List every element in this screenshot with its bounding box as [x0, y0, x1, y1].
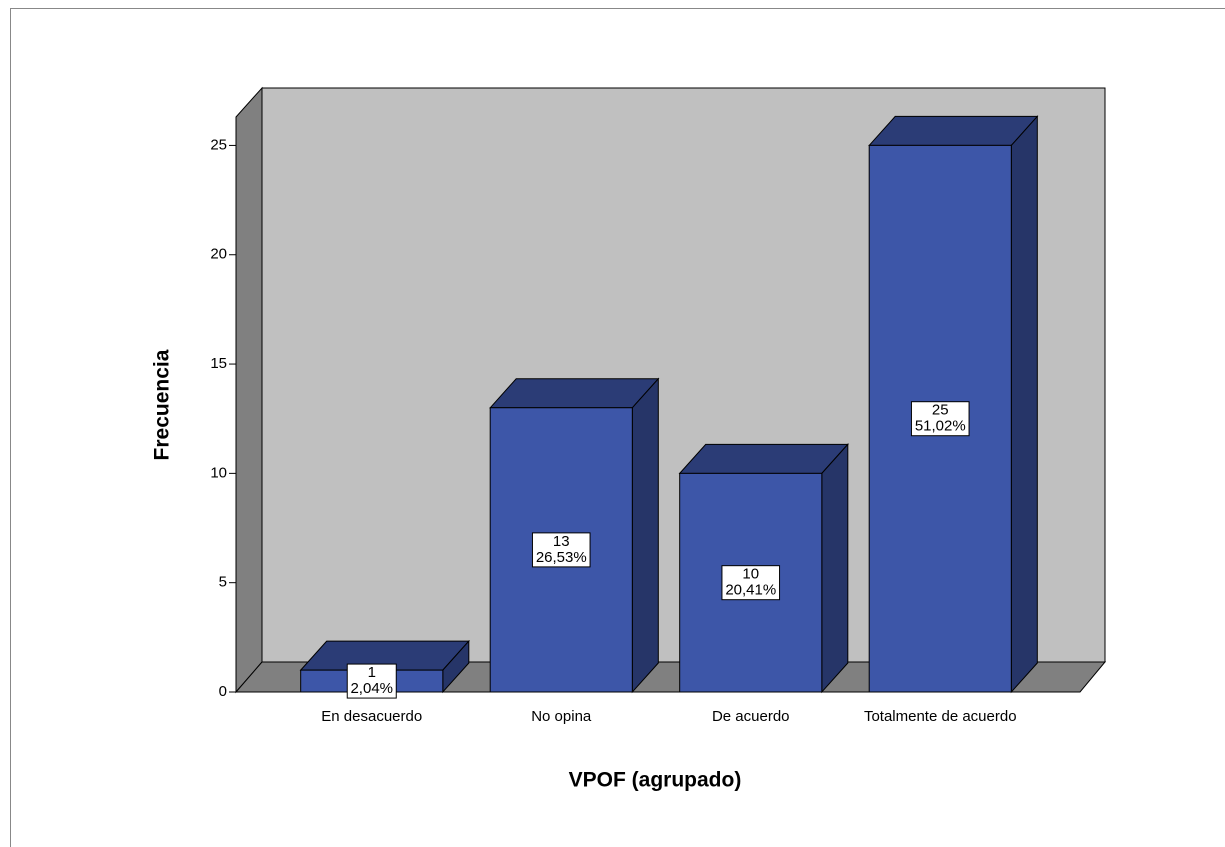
x-tick-label: En desacuerdo	[321, 708, 423, 725]
side-wall	[235, 86, 263, 694]
data-label-box	[346, 663, 397, 699]
bar-side	[821, 443, 849, 694]
y-tick-label: 0	[219, 683, 227, 700]
bar-top	[489, 378, 660, 409]
bar-side	[1010, 115, 1038, 694]
bar-side	[631, 377, 659, 694]
x-tick-label: No opina	[531, 708, 592, 725]
y-tick-label: 20	[210, 246, 227, 263]
x-tick-label: Totalmente de acuerdo	[863, 708, 1017, 725]
bar-top	[868, 115, 1039, 146]
data-label: 1	[368, 664, 376, 681]
data-label-percent: 26,53%	[536, 549, 587, 566]
data-label-box	[910, 401, 970, 437]
y-tick-label: 25	[210, 136, 227, 153]
data-label-box	[721, 565, 781, 601]
data-label-percent: 20,41%	[725, 582, 776, 599]
data-label: 25	[932, 402, 949, 419]
data-label-percent: 51,02%	[915, 418, 966, 435]
y-tick-label: 5	[219, 574, 227, 591]
y-tick-label: 10	[210, 464, 227, 481]
data-label-box	[531, 532, 591, 568]
x-tick-label: De acuerdo	[711, 708, 790, 725]
data-label-percent: 2,04%	[350, 680, 393, 697]
data-label: 10	[742, 566, 759, 583]
bar-top	[678, 443, 849, 474]
y-tick-label: 15	[210, 355, 227, 372]
y-axis-title: Frecuencia	[151, 349, 174, 460]
data-label: 13	[553, 533, 570, 550]
x-axis-title: VPOF (agrupado)	[569, 769, 742, 792]
